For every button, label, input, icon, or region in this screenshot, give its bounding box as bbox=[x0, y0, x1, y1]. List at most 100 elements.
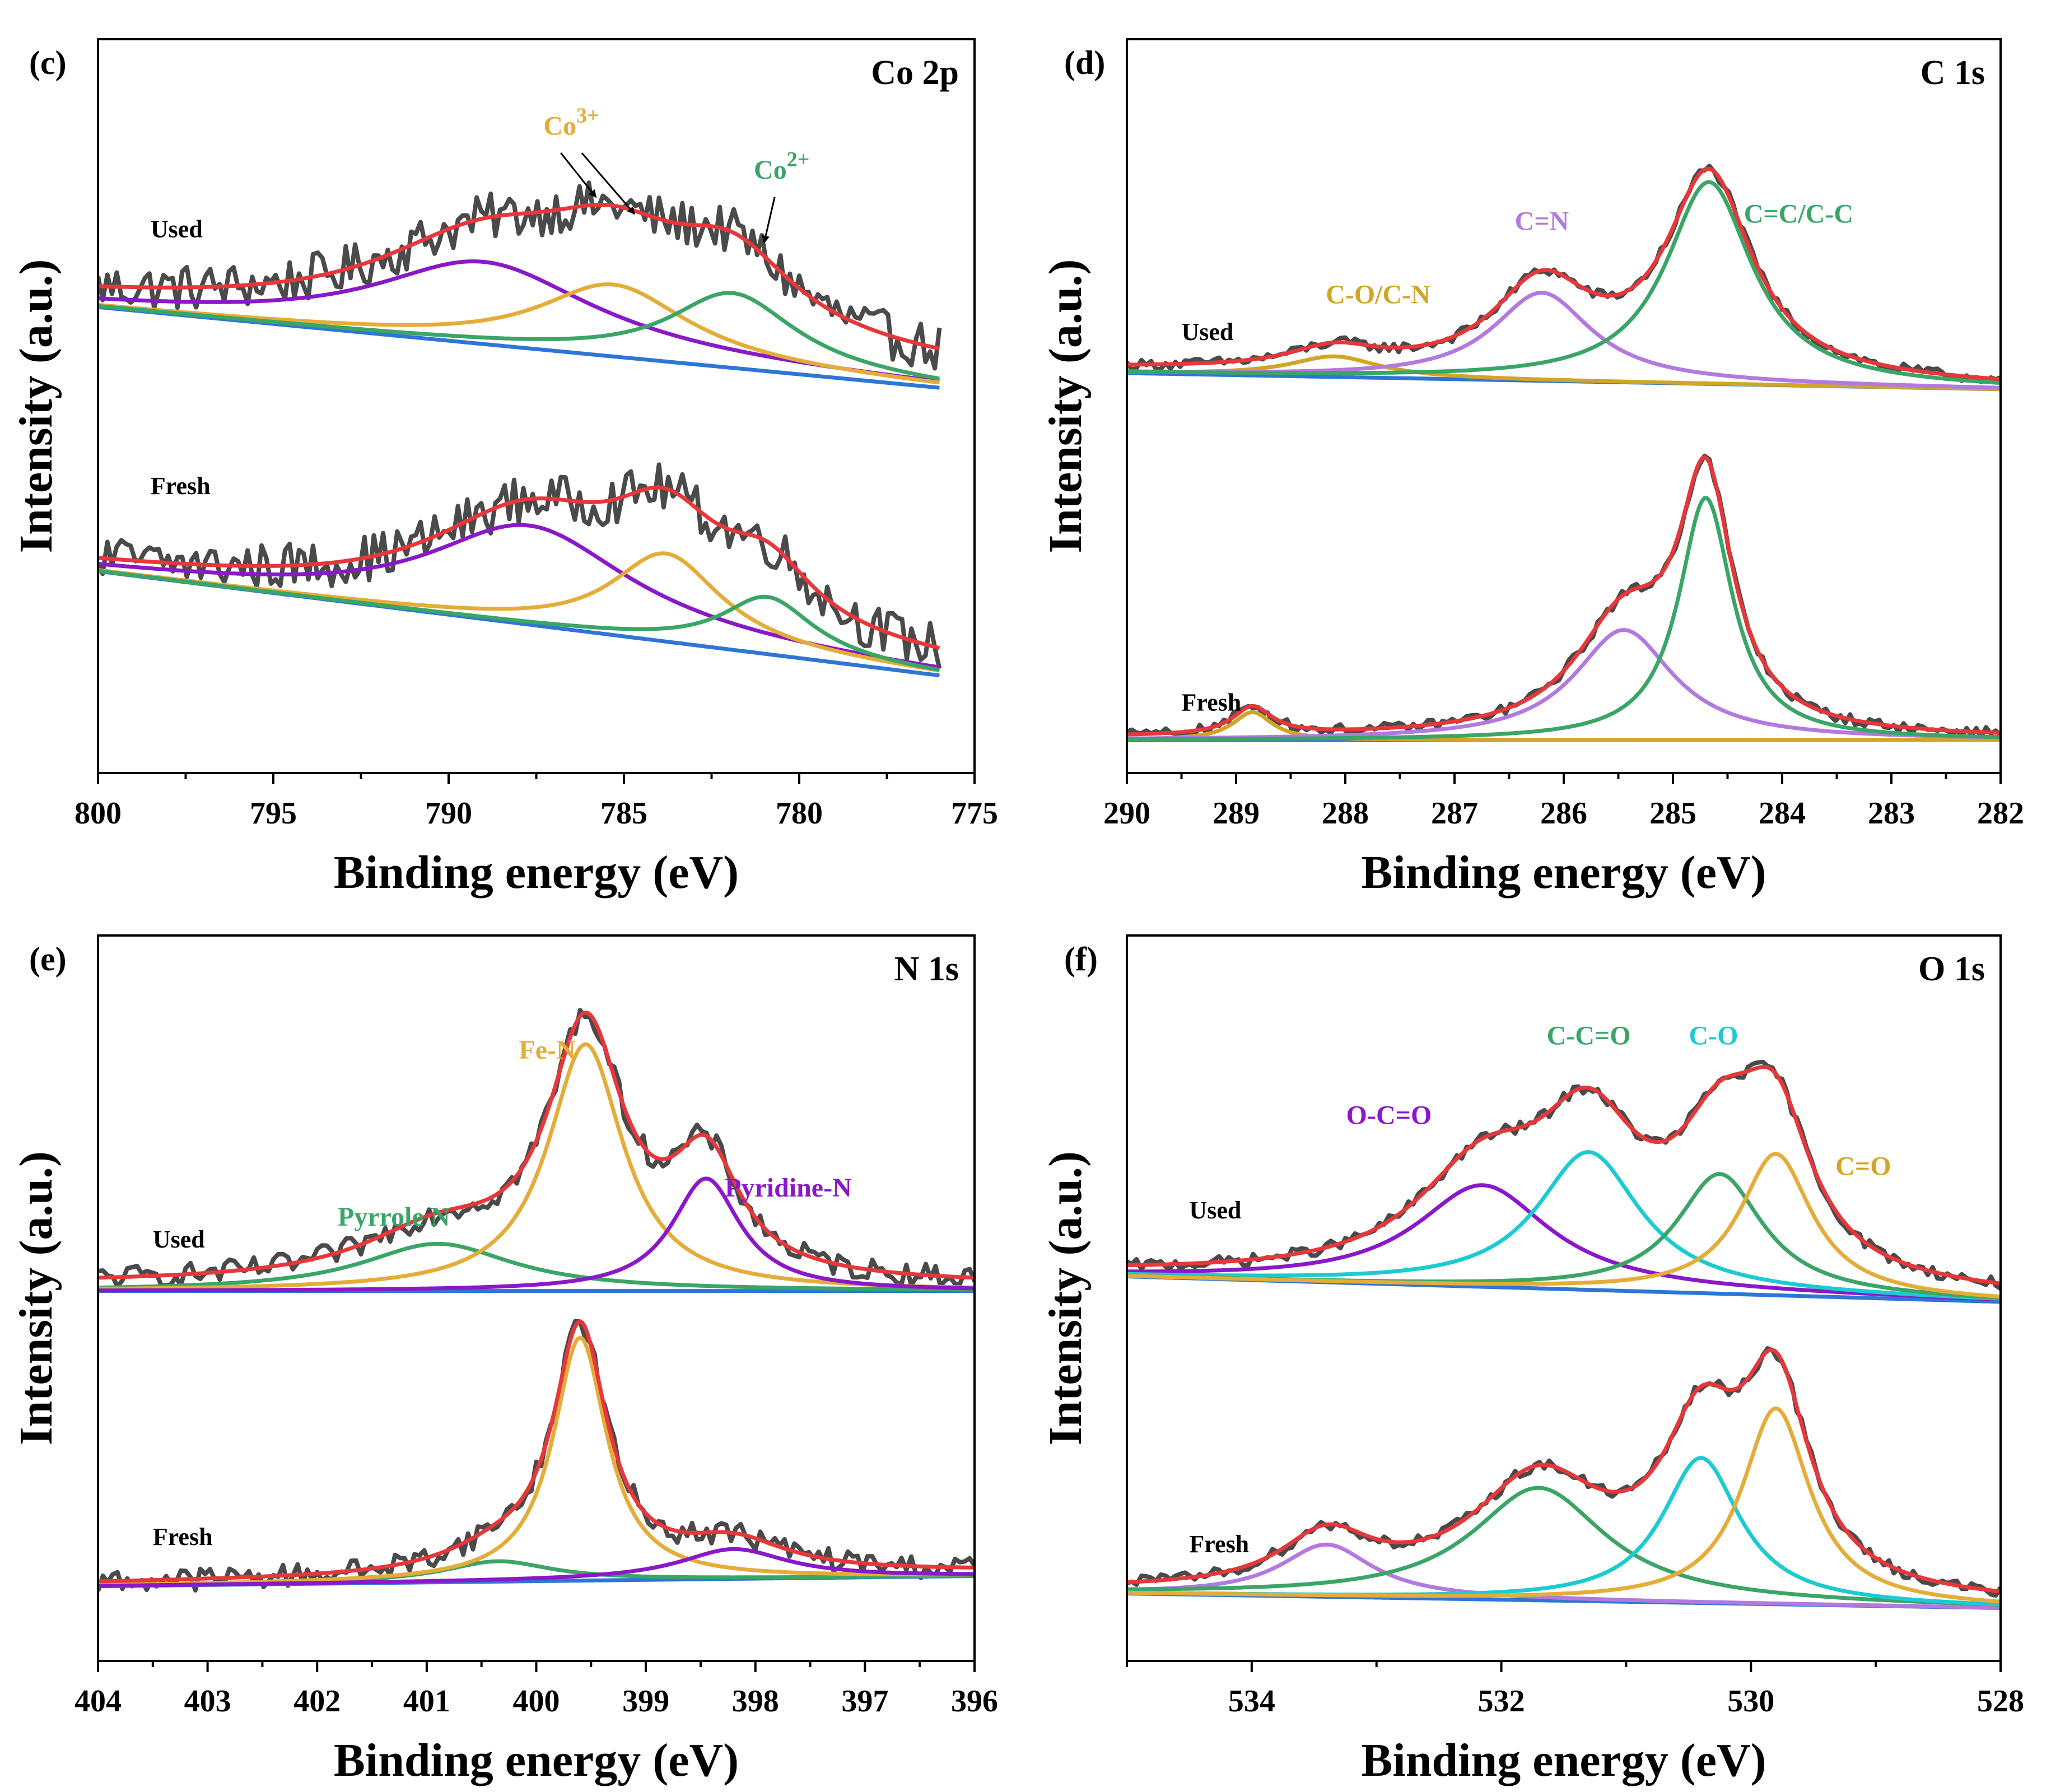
used-raw-data-line bbox=[98, 180, 942, 371]
fresh-envelope-line bbox=[98, 485, 940, 650]
x-tick-label: 400 bbox=[513, 1684, 560, 1719]
y-axis-title: Intensity (a.u.) bbox=[1040, 1151, 1092, 1445]
element-label: N 1s bbox=[894, 950, 959, 988]
x-tick-label: 399 bbox=[622, 1684, 669, 1719]
used-component-2-line bbox=[98, 282, 940, 385]
x-tick-label: 530 bbox=[1727, 1684, 1774, 1719]
x-axis-title: Binding energy (eV) bbox=[334, 846, 739, 899]
x-tick-label: 401 bbox=[403, 1684, 450, 1719]
element-label: Co 2p bbox=[871, 54, 959, 92]
x-tick-label: 282 bbox=[1977, 796, 2024, 831]
curves bbox=[98, 180, 942, 678]
peak-annotation: C-O bbox=[1689, 1021, 1738, 1050]
fresh-label: Fresh bbox=[151, 472, 211, 500]
fresh-envelope-line bbox=[1127, 1348, 2001, 1594]
fresh-component-3-line bbox=[1127, 496, 2001, 742]
x-tick-label: 534 bbox=[1228, 1684, 1275, 1719]
y-axis-title: Intensity (a.u.) bbox=[10, 259, 62, 553]
x-tick-label: 403 bbox=[184, 1684, 231, 1719]
annotation-arrow bbox=[762, 197, 776, 244]
curves bbox=[1127, 1059, 2001, 1610]
x-tick-label: 289 bbox=[1213, 796, 1260, 831]
used-component-1-line bbox=[98, 1241, 975, 1292]
x-tick-label: 785 bbox=[600, 796, 647, 831]
annotation-arrow bbox=[560, 152, 597, 198]
panel-letter: (e) bbox=[29, 941, 67, 978]
used-component-3-line bbox=[98, 291, 940, 381]
fresh-component-2-line bbox=[98, 551, 940, 673]
used-envelope-line bbox=[1127, 167, 2001, 381]
used-label: Used bbox=[153, 1226, 205, 1253]
peak-annotation: O-C=O bbox=[1346, 1101, 1432, 1130]
x-tick-label: 396 bbox=[951, 1684, 998, 1719]
x-tick-label: 795 bbox=[250, 796, 297, 831]
x-tick-label: 286 bbox=[1540, 796, 1587, 831]
panel-letter: (d) bbox=[1064, 44, 1105, 81]
peak-annotation: C=O bbox=[1835, 1151, 1891, 1181]
plot-frame bbox=[1126, 934, 2002, 1662]
x-tick-label: 790 bbox=[425, 796, 472, 831]
curves bbox=[1127, 164, 2001, 742]
used-envelope-line bbox=[98, 1011, 975, 1280]
x-tick-label: 800 bbox=[74, 796, 122, 831]
peak-annotation: Co3+ bbox=[543, 104, 599, 141]
element-label: O 1s bbox=[1918, 950, 1985, 988]
x-tick-label: 528 bbox=[1977, 1684, 2024, 1719]
peak-annotation: C=N bbox=[1515, 207, 1569, 236]
panel-f: Used Fresh 534 532 530 528 Binding energy (eV)… bbox=[1040, 934, 2024, 1786]
fresh-component-1-line bbox=[1127, 710, 2001, 742]
element-label: C 1s bbox=[1921, 54, 1985, 92]
annotation-arrow bbox=[581, 152, 636, 215]
fresh-raw-data-line bbox=[98, 1319, 975, 1593]
used-envelope-line bbox=[98, 203, 940, 351]
x-axis-title: Binding energy (eV) bbox=[1361, 1734, 1766, 1786]
plot-frame bbox=[1126, 38, 2002, 774]
fresh-component-3-line bbox=[1127, 1456, 2001, 1607]
x-tick-label: 290 bbox=[1103, 796, 1150, 831]
used-component-2-line bbox=[98, 1042, 975, 1291]
x-axis-title: Binding energy (eV) bbox=[1361, 846, 1766, 899]
used-component-1-line bbox=[1127, 354, 2001, 392]
panel-d: Used Fresh 290 289 288 287 286 285 284 283 282 Bind… bbox=[1040, 38, 2024, 899]
curves bbox=[98, 1008, 975, 1593]
peak-annotation: C=C/C-C bbox=[1744, 199, 1853, 229]
x-axis-title: Binding energy (eV) bbox=[334, 1734, 739, 1786]
fresh-component-2-line bbox=[1127, 1486, 2001, 1607]
fresh-envelope-line bbox=[1127, 455, 2001, 737]
y-axis-title: Intensity (a.u.) bbox=[1040, 259, 1092, 553]
panel-letter: (c) bbox=[29, 44, 67, 81]
x-tick-label: 287 bbox=[1431, 796, 1478, 831]
x-tick-label: 283 bbox=[1868, 796, 1915, 831]
panel-e: Used Fresh 404 403 402 401 400 399 398 397 396 Bind… bbox=[10, 934, 998, 1786]
used-label: Used bbox=[151, 216, 203, 243]
fresh-component-3-line bbox=[98, 1547, 975, 1588]
fresh-label: Fresh bbox=[153, 1523, 213, 1551]
used-component-1-line bbox=[1127, 1183, 2001, 1302]
used-label: Used bbox=[1189, 1197, 1241, 1224]
x-tick-label: 532 bbox=[1478, 1684, 1525, 1719]
x-tick-label: 404 bbox=[74, 1684, 122, 1719]
x-tick-label: 285 bbox=[1649, 796, 1696, 831]
fresh-label: Fresh bbox=[1189, 1530, 1249, 1558]
used-component-2-line bbox=[1127, 1150, 2001, 1301]
x-tick-label: 284 bbox=[1759, 796, 1806, 831]
used-component-3-line bbox=[1127, 180, 2001, 385]
peak-annotation: C-O/C-N bbox=[1326, 280, 1430, 310]
used-component-3-line bbox=[98, 1176, 975, 1293]
used-envelope-line bbox=[1127, 1065, 2001, 1286]
fresh-component-1-line bbox=[1127, 1542, 2001, 1610]
x-tick-label: 775 bbox=[951, 796, 998, 831]
y-axis-title: Intensity (a.u.) bbox=[10, 1151, 62, 1445]
x-tick-label: 288 bbox=[1322, 796, 1369, 831]
fresh-label: Fresh bbox=[1182, 689, 1242, 716]
fresh-component-4-line bbox=[1127, 1406, 2001, 1604]
panel-c: Used Fresh 800 795 790 785 780 775 Binding energ… bbox=[10, 38, 998, 899]
peak-annotation: Fe-N bbox=[519, 1035, 576, 1065]
panel-letter: (f) bbox=[1064, 941, 1098, 978]
fresh-raw-data-line bbox=[98, 462, 942, 669]
x-tick-label: 398 bbox=[732, 1684, 779, 1719]
x-tick-label: 780 bbox=[776, 796, 823, 831]
peak-annotation: Pyrrole N bbox=[338, 1202, 450, 1232]
peak-annotation: C-C=O bbox=[1547, 1021, 1631, 1050]
